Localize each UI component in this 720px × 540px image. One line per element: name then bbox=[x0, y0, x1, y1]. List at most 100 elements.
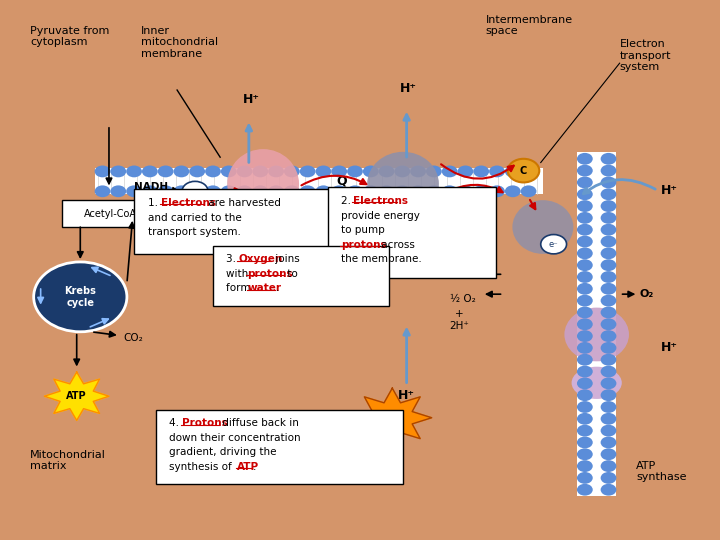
Ellipse shape bbox=[513, 200, 573, 254]
Circle shape bbox=[457, 185, 473, 197]
Text: diffuse back in: diffuse back in bbox=[220, 418, 300, 428]
Circle shape bbox=[600, 224, 616, 235]
Circle shape bbox=[521, 185, 536, 197]
Text: Electron
transport
system: Electron transport system bbox=[620, 39, 671, 72]
Circle shape bbox=[521, 166, 536, 177]
Circle shape bbox=[577, 425, 593, 436]
Circle shape bbox=[600, 153, 616, 165]
Text: Protons: Protons bbox=[182, 418, 228, 428]
Text: CO₂: CO₂ bbox=[123, 333, 143, 343]
Text: Inner
mitochondrial
membrane: Inner mitochondrial membrane bbox=[141, 25, 218, 59]
Text: Mitochondrial
matrix: Mitochondrial matrix bbox=[30, 450, 106, 471]
Circle shape bbox=[577, 212, 593, 224]
Polygon shape bbox=[353, 388, 432, 447]
Circle shape bbox=[174, 185, 189, 197]
FancyBboxPatch shape bbox=[577, 152, 616, 496]
Text: .: . bbox=[253, 462, 256, 472]
Circle shape bbox=[577, 472, 593, 484]
Text: Q: Q bbox=[337, 175, 347, 188]
Circle shape bbox=[577, 330, 593, 342]
Circle shape bbox=[363, 166, 379, 177]
Text: H₂O: H₂O bbox=[433, 269, 456, 279]
Text: Electrons: Electrons bbox=[353, 196, 408, 206]
Circle shape bbox=[600, 271, 616, 283]
Text: transport system.: transport system. bbox=[148, 227, 241, 237]
Circle shape bbox=[205, 166, 221, 177]
Circle shape bbox=[577, 224, 593, 235]
Text: are harvested: are harvested bbox=[205, 198, 281, 208]
Circle shape bbox=[158, 185, 174, 197]
Circle shape bbox=[600, 247, 616, 259]
Circle shape bbox=[577, 247, 593, 259]
Circle shape bbox=[577, 177, 593, 188]
Circle shape bbox=[253, 166, 268, 177]
Circle shape bbox=[600, 212, 616, 224]
Text: 3.: 3. bbox=[226, 254, 239, 265]
Text: ATP
synthase: ATP synthase bbox=[636, 461, 687, 482]
Ellipse shape bbox=[367, 152, 439, 217]
Circle shape bbox=[347, 185, 363, 197]
Circle shape bbox=[300, 166, 315, 177]
Ellipse shape bbox=[228, 149, 299, 219]
Text: Pyruvate from
cytoplasm: Pyruvate from cytoplasm bbox=[30, 25, 109, 47]
Circle shape bbox=[600, 484, 616, 496]
Circle shape bbox=[221, 166, 237, 177]
Circle shape bbox=[577, 342, 593, 354]
FancyBboxPatch shape bbox=[213, 246, 389, 306]
Text: gradient, driving the: gradient, driving the bbox=[168, 447, 276, 457]
Circle shape bbox=[331, 185, 347, 197]
FancyBboxPatch shape bbox=[328, 187, 496, 278]
Circle shape bbox=[410, 166, 426, 177]
Text: Electrons: Electrons bbox=[161, 198, 215, 208]
Circle shape bbox=[94, 166, 110, 177]
Circle shape bbox=[158, 166, 174, 177]
Circle shape bbox=[600, 401, 616, 413]
Circle shape bbox=[577, 413, 593, 425]
Text: the membrane.: the membrane. bbox=[341, 254, 421, 265]
Circle shape bbox=[253, 185, 268, 197]
Circle shape bbox=[600, 319, 616, 330]
Text: synthesis of: synthesis of bbox=[168, 462, 235, 472]
Text: .: . bbox=[276, 284, 279, 293]
Circle shape bbox=[577, 283, 593, 295]
Text: down their concentration: down their concentration bbox=[168, 433, 300, 443]
Circle shape bbox=[600, 188, 616, 200]
Circle shape bbox=[442, 185, 457, 197]
Text: to: to bbox=[284, 269, 298, 279]
Circle shape bbox=[577, 401, 593, 413]
Circle shape bbox=[284, 185, 300, 197]
Text: e⁻: e⁻ bbox=[305, 248, 315, 257]
Circle shape bbox=[489, 166, 505, 177]
Circle shape bbox=[600, 307, 616, 319]
Circle shape bbox=[205, 185, 221, 197]
Text: O₂: O₂ bbox=[639, 289, 654, 299]
Circle shape bbox=[34, 262, 127, 332]
Circle shape bbox=[142, 185, 158, 197]
Circle shape bbox=[600, 413, 616, 425]
Circle shape bbox=[300, 185, 315, 197]
Circle shape bbox=[347, 166, 363, 177]
Text: ATP: ATP bbox=[237, 462, 258, 472]
Circle shape bbox=[577, 377, 593, 389]
Circle shape bbox=[600, 366, 616, 377]
Circle shape bbox=[237, 185, 253, 197]
Circle shape bbox=[410, 185, 426, 197]
Circle shape bbox=[315, 185, 331, 197]
Circle shape bbox=[577, 460, 593, 472]
Polygon shape bbox=[45, 372, 109, 421]
Circle shape bbox=[577, 235, 593, 247]
Circle shape bbox=[284, 166, 300, 177]
Text: Oxygen: Oxygen bbox=[238, 254, 282, 265]
Circle shape bbox=[577, 188, 593, 200]
Circle shape bbox=[577, 200, 593, 212]
Circle shape bbox=[600, 377, 616, 389]
Text: e⁻: e⁻ bbox=[190, 216, 200, 225]
Circle shape bbox=[189, 185, 205, 197]
Circle shape bbox=[505, 166, 521, 177]
Text: e⁻: e⁻ bbox=[549, 240, 559, 249]
Circle shape bbox=[600, 330, 616, 342]
Circle shape bbox=[600, 354, 616, 366]
Circle shape bbox=[182, 211, 208, 230]
Text: 1.: 1. bbox=[148, 198, 162, 208]
Circle shape bbox=[442, 166, 457, 177]
